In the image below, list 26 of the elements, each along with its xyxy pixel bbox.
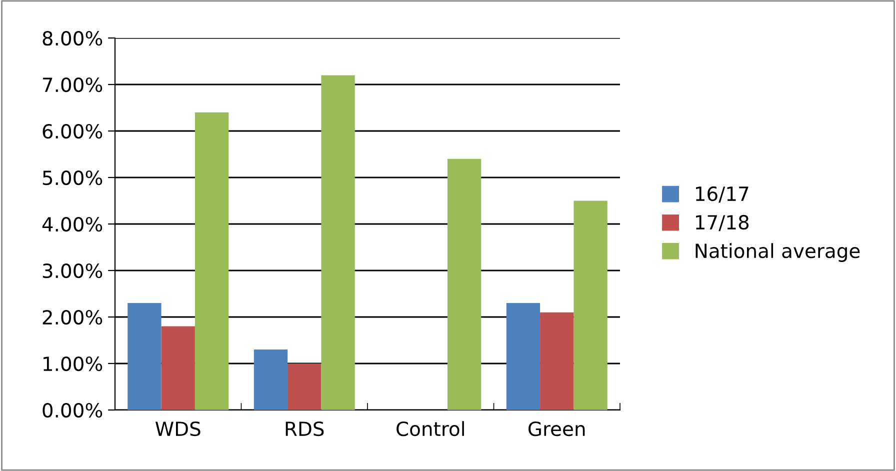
- y-tick-label: 8.00%: [42, 30, 102, 46]
- x-tick-label: Green: [528, 421, 585, 436]
- bar: [161, 326, 195, 410]
- bar: [194, 112, 229, 410]
- bar: [288, 364, 322, 410]
- bar: [574, 200, 608, 410]
- bar: [447, 158, 482, 410]
- legend-label: 16/17: [696, 186, 748, 203]
- bar: [540, 312, 574, 410]
- bar: [321, 75, 355, 410]
- y-tick-label: 1.00%: [44, 356, 102, 372]
- bar: [128, 303, 162, 410]
- bar: [254, 350, 288, 410]
- x-tick-label: RDS: [286, 421, 324, 436]
- bar: [506, 303, 540, 410]
- y-tick-label: 6.00%: [42, 124, 102, 139]
- y-tick-label: 4.00%: [42, 216, 102, 232]
- y-tick-label: 5.00%: [42, 170, 102, 186]
- y-tick-label: 3.00%: [42, 263, 102, 278]
- x-tick-label: WDS: [156, 421, 200, 436]
- legend-label: National average: [696, 243, 860, 262]
- y-tick-label: 2.00%: [42, 310, 102, 325]
- y-tick-label: 0.00%: [42, 402, 102, 418]
- legend-label: 17/18: [696, 214, 749, 232]
- x-tick-label: Control: [396, 421, 464, 436]
- y-tick-label: 7.00%: [43, 77, 102, 92]
